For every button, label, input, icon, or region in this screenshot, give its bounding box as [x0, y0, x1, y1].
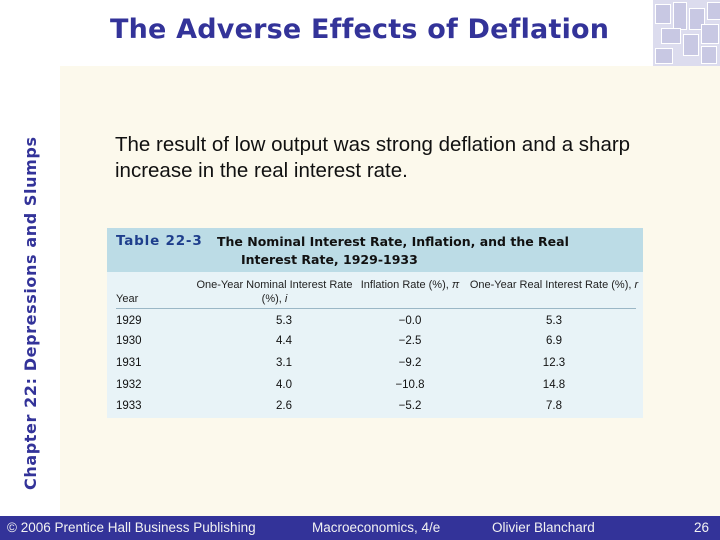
cell-inflation: −2.5	[398, 335, 422, 347]
cell-year: 1931	[116, 357, 142, 369]
page-number: 26	[694, 520, 710, 535]
intro-paragraph: The result of low output was strong defl…	[115, 133, 631, 182]
cell-year: 1932	[116, 379, 142, 391]
table-header: Table 22-3 The Nominal Interest Rate, In…	[107, 228, 643, 272]
cell-inflation: −9.2	[398, 357, 422, 369]
table-title-line2: Interest Rate, 1929-1933	[241, 252, 418, 267]
column-header-real: One-Year Real Interest Rate (%), r	[469, 279, 639, 291]
cell-nominal: 4.4	[276, 335, 292, 347]
corner-decoration	[653, 0, 720, 66]
table-number: Table 22-3	[116, 233, 203, 249]
table-title: The Nominal Interest Rate, Inflation, an…	[217, 233, 617, 269]
column-header-inflation: Inflation Rate (%), π	[360, 279, 460, 291]
cell-nominal: 5.3	[276, 315, 292, 327]
footer-author: Olivier Blanchard	[492, 520, 595, 535]
cell-nominal: 4.0	[276, 379, 292, 391]
cell-real: 7.8	[546, 400, 562, 412]
cell-real: 5.3	[546, 315, 562, 327]
footer-copyright: © 2006 Prentice Hall Business Publishing	[7, 520, 256, 535]
cell-year: 1930	[116, 335, 142, 347]
footer-book-title: Macroeconomics, 4/e	[312, 520, 441, 535]
footer-bar	[0, 516, 720, 540]
cell-real: 12.3	[542, 357, 566, 369]
cell-inflation: −0.0	[398, 315, 422, 327]
slide-title: The Adverse Effects of Deflation	[110, 14, 610, 45]
cell-year: 1929	[116, 315, 142, 327]
cell-inflation: −10.8	[395, 379, 425, 391]
cell-real: 6.9	[546, 335, 562, 347]
column-header-year: Year	[116, 293, 139, 305]
cell-real: 14.8	[542, 379, 566, 391]
cell-nominal: 3.1	[276, 357, 292, 369]
data-table: Table 22-3 The Nominal Interest Rate, In…	[107, 228, 643, 418]
cell-nominal: 2.6	[276, 400, 292, 412]
table-title-line1: The Nominal Interest Rate, Inflation, an…	[217, 234, 569, 249]
header-rule	[116, 308, 636, 309]
chapter-side-label: Chapter 22: Depressions and Slumps	[21, 136, 40, 490]
column-header-nominal: One-Year Nominal Interest Rate (%), i	[196, 279, 353, 305]
cell-year: 1933	[116, 400, 142, 412]
cell-inflation: −5.2	[398, 400, 422, 412]
